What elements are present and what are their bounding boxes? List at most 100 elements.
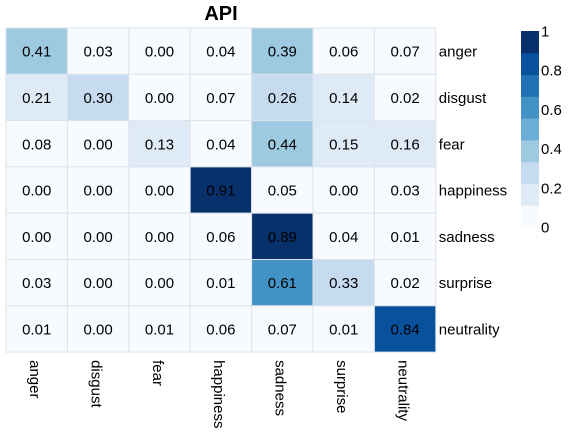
cell-value-label: 0.00 [22, 229, 51, 246]
cell-sadness-anger [5, 212, 68, 260]
cell-value-label: 0.05 [268, 183, 297, 200]
cell-value-label: 0.00 [145, 229, 174, 246]
cell-value-label: 0.00 [145, 44, 174, 61]
cell-value-label: 0.39 [268, 44, 297, 61]
cell-neutrality-surprise [312, 305, 375, 353]
cell-disgust-fear [128, 73, 191, 122]
row-label-anger: anger [439, 44, 477, 61]
cell-value-label: 0.33 [329, 275, 358, 292]
cell-value-label: 0.01 [329, 321, 358, 338]
cell-happiness-happiness [189, 166, 253, 214]
cell-value-label: 0.01 [22, 321, 51, 338]
colorbar-tick-label: 0.2 [541, 180, 562, 197]
cell-value-label: 0.04 [329, 229, 358, 246]
column-label-fear: fear [149, 360, 166, 386]
cell-value-label: 0.00 [145, 90, 174, 107]
cell-value-label: 0.01 [390, 229, 419, 246]
colorbar-tick-label: 0.4 [541, 141, 562, 158]
colorbar-segment [521, 183, 539, 206]
colorbar-segment [521, 139, 539, 163]
cell-value-label: 0.03 [390, 183, 419, 200]
cell-surprise-happiness [189, 259, 253, 307]
cell-disgust-neutrality [373, 73, 437, 122]
cell-happiness-surprise [312, 166, 375, 214]
colorbar-segment [521, 205, 539, 228]
cell-value-label: 0.07 [390, 44, 419, 61]
cell-value-label: 0.03 [22, 275, 51, 292]
cell-neutrality-fear [128, 305, 191, 353]
colorbar-segment [521, 31, 539, 54]
cell-fear-neutrality [373, 120, 437, 168]
cell-surprise-sadness [251, 259, 314, 307]
cell-value-label: 0.06 [206, 321, 235, 338]
cell-surprise-disgust [66, 259, 130, 307]
cell-value-label: 0.41 [22, 44, 51, 61]
colorbar-segment [521, 52, 539, 76]
cell-value-label: 0.04 [206, 44, 235, 61]
cell-value-label: 0.03 [83, 44, 112, 61]
cell-value-label: 0.91 [206, 183, 235, 200]
cell-fear-happiness [189, 120, 253, 168]
cell-value-label: 0.00 [83, 136, 112, 153]
cell-value-label: 0.15 [329, 136, 358, 153]
cell-anger-surprise [312, 27, 375, 75]
cell-disgust-sadness [251, 73, 314, 122]
cell-anger-fear [128, 27, 191, 75]
cell-value-label: 0.01 [206, 275, 235, 292]
column-labels: anger disgust fear happiness sadness surprise… [26, 360, 411, 428]
cell-value-label: 0.00 [145, 183, 174, 200]
cell-value-label: 0.01 [145, 321, 174, 338]
cell-fear-sadness [251, 120, 314, 168]
cell-value-label: 0.00 [145, 275, 174, 292]
cell-value-label: 0.13 [145, 136, 174, 153]
cell-neutrality-happiness [189, 305, 253, 353]
cell-fear-disgust [66, 120, 130, 168]
cell-value-label: 0.00 [83, 275, 112, 292]
row-labels: anger disgust fear happiness sadness surprise… [439, 44, 507, 339]
cell-value-label: 0.06 [329, 44, 358, 61]
column-label-anger: anger [26, 360, 43, 398]
cell-happiness-neutrality [373, 166, 437, 214]
colorbar-segment [521, 74, 539, 97]
cell-sadness-fear [128, 212, 191, 260]
cell-value-label: 0.00 [22, 183, 51, 200]
cell-fear-surprise [312, 120, 375, 168]
cell-value-label: 0.07 [268, 321, 297, 338]
row-label-sadness: sadness [439, 229, 495, 246]
cell-fear-fear [128, 120, 191, 168]
colorbar-segment [521, 118, 539, 141]
colorbar-segment [521, 161, 539, 184]
heatmap-cells: 0.41 0.03 0.00 0.04 0.39 0.06 0.07 0.21 0.30 0.00… [5, 27, 437, 353]
column-label-neutrality: neutrality [394, 360, 411, 421]
colorbar-tick-label: 0 [541, 220, 549, 237]
row-label-fear: fear [439, 136, 465, 153]
cell-value-label: 0.21 [22, 90, 51, 107]
cell-value-label: 0.61 [268, 275, 297, 292]
cell-value-label: 0.00 [83, 229, 112, 246]
cell-surprise-anger [5, 259, 68, 307]
cell-neutrality-anger [5, 305, 68, 353]
cell-value-label: 0.14 [329, 90, 358, 107]
cell-value-label: 0.44 [268, 136, 297, 153]
cell-value-label: 0.26 [268, 90, 297, 107]
row-label-surprise: surprise [439, 275, 492, 292]
colorbar-segment [521, 96, 539, 119]
column-label-happiness: happiness [210, 360, 227, 428]
cell-anger-disgust [66, 27, 130, 75]
chart-title: API [204, 3, 237, 25]
column-label-surprise: surprise [333, 360, 350, 413]
cell-value-label: 0.02 [390, 275, 419, 292]
cell-neutrality-sadness [251, 305, 314, 353]
cell-value-label: 0.89 [268, 229, 297, 246]
cell-value-label: 0.04 [206, 136, 235, 153]
cell-value-label: 0.84 [390, 321, 419, 338]
colorbar: 0 0.2 0.4 0.6 0.8 1 [521, 24, 562, 237]
row-label-disgust: disgust [439, 90, 487, 107]
cell-value-label: 0.00 [83, 183, 112, 200]
cell-neutrality-neutrality [373, 305, 437, 353]
cell-value-label: 0.00 [83, 321, 112, 338]
cell-value-label: 0.06 [206, 229, 235, 246]
cell-value-label: 0.16 [390, 136, 419, 153]
colorbar-tick-label: 0.6 [541, 102, 562, 119]
